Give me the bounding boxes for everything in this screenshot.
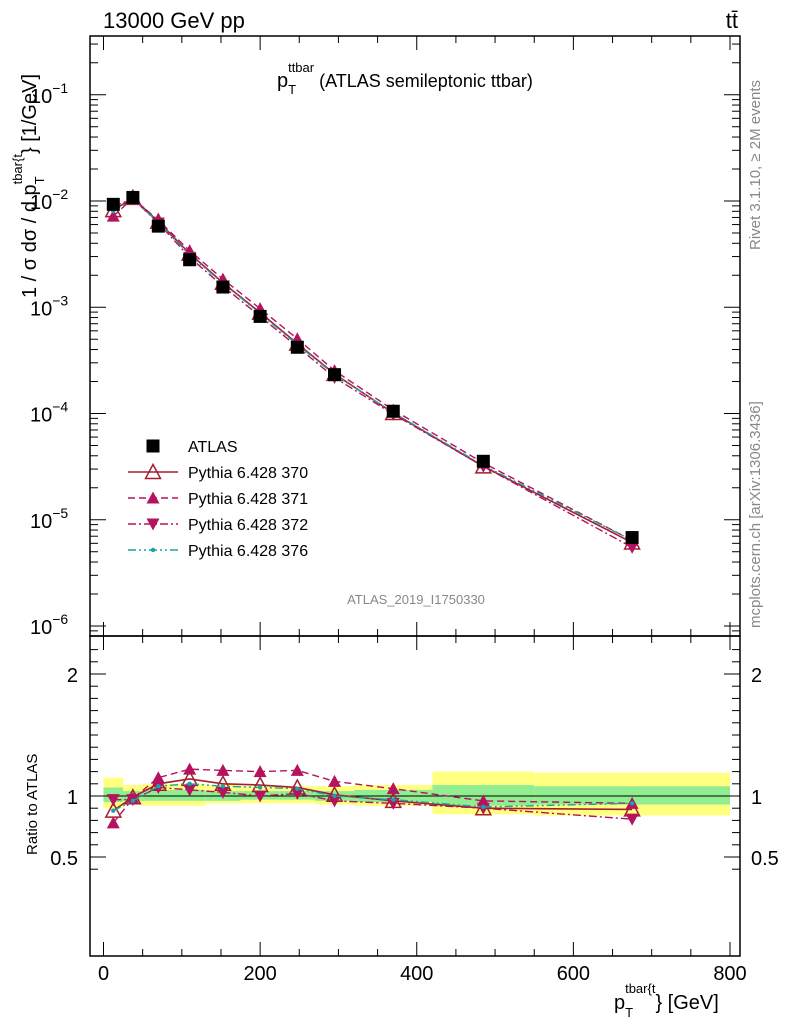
y-tick-label-main: 10−4 (30, 399, 68, 427)
atlas-data-point (386, 404, 400, 418)
y-axis-label-main-sub: T (32, 176, 47, 184)
ratio-series-point (156, 784, 161, 789)
y-tick-label-main: 10−3 (30, 292, 68, 320)
main-series-point (106, 209, 120, 222)
main-series-line (112, 197, 633, 541)
plot-title-base: p (277, 70, 288, 92)
legend-marker (144, 462, 162, 480)
ratio-tick-label-right: 2 (751, 665, 762, 687)
legend-label: ATLAS (188, 439, 238, 456)
ratio-series-point (111, 808, 116, 813)
x-axis-label-tail: } [GeV] (655, 992, 718, 1014)
series-group (104, 188, 641, 829)
ratio-tick-label-right: 0.5 (751, 848, 779, 870)
ratio-series-point (332, 793, 337, 799)
y-tick-label-main: 10−6 (30, 611, 68, 639)
x-axis-label-sup: tbar{t (625, 981, 656, 996)
x-axis-label-sub: T (625, 1005, 633, 1020)
legend-marker (150, 547, 156, 553)
ratio-series-point (187, 781, 192, 786)
y-tick-label-main: 10−5 (30, 505, 68, 533)
ratio-series-point (106, 794, 120, 807)
plot-title: pTttbar (ATLAS semileptonic ttbar) (277, 60, 533, 97)
ratio-series-point (257, 785, 263, 790)
ratio-series-point (253, 790, 267, 803)
y-axis-label-main: 1 / σ dσ / d pTtbar{t} [1/GeV] (10, 74, 47, 298)
atlas-data-point (625, 531, 639, 545)
legend-marker (146, 439, 160, 453)
legend-marker (146, 518, 160, 531)
axes-group (89, 35, 741, 957)
ratio-series-point (130, 798, 136, 804)
atlas-data-point (126, 190, 140, 204)
ratio-tick-label-left: 1 (67, 787, 78, 809)
ratio-series-point (629, 801, 635, 806)
analysis-watermark: ATLAS_2019_I1750330 (347, 592, 485, 607)
mcplots-label: mcplots.cern.ch [arXiv:1306.3436] (747, 401, 764, 628)
y-axis-label-main-base: 1 / σ dσ / d p (19, 184, 41, 298)
tick-labels: 0 200 400 600 800 10−1 10−2 10−3 10−4 10−5 10−6 0.5… (30, 80, 779, 985)
ratio-series-point (216, 763, 230, 776)
atlas-data-point (328, 368, 342, 382)
energy-label: 13000 GeV pp (103, 8, 245, 33)
x-tick-label: 200 (243, 963, 276, 985)
ratio-series-point (183, 784, 197, 797)
ratio-series-point (216, 786, 230, 799)
plot-title-sup: ttbar (288, 60, 315, 75)
ratio-series-point (253, 765, 267, 778)
ratio-series-point (386, 782, 400, 795)
x-tick-label: 600 (557, 963, 590, 985)
y-axis-label-ratio: Ratio to ATLAS (24, 754, 41, 855)
x-axis-label: pTtbar{t} [GeV] (614, 981, 719, 1020)
ratio-series-point (183, 762, 197, 775)
y-axis-label-main-sup: tbar{t (10, 154, 25, 185)
x-tick-label: 0 (98, 963, 109, 985)
x-axis-label-base: p (614, 992, 625, 1014)
atlas-data-point (290, 340, 304, 354)
rivet-label: Rivet 3.1.10, ≥ 2M events (747, 80, 764, 250)
ratio-series-point (106, 816, 120, 829)
atlas-data-point (253, 309, 267, 323)
x-tick-label: 800 (713, 963, 746, 985)
ratio-series-point (328, 795, 342, 808)
plot-title-sub: T (288, 82, 296, 97)
ratio-tick-label-left: 0.5 (50, 848, 78, 870)
legend: ATLAS Pythia 6.428 370 Pythia 6.428 371 Pyt… (128, 439, 308, 560)
ratio-tick-label-left: 2 (67, 665, 78, 687)
atlas-data-point (216, 280, 230, 294)
main-series-point (625, 541, 639, 554)
ratio-band-green (534, 786, 730, 805)
ratio-series-point (151, 771, 165, 784)
ratio-series-point (290, 788, 304, 801)
atlas-data-point (151, 219, 165, 233)
atlas-data-point (183, 253, 197, 267)
plot-title-rest: (ATLAS semileptonic ttbar) (314, 71, 533, 91)
ratio-series-line (112, 778, 633, 812)
y-tick-label-main: 10−2 (30, 186, 68, 214)
ratio-series-point (220, 784, 226, 789)
legend-marker (146, 491, 160, 504)
ratio-series-point (290, 763, 304, 776)
legend-label: Pythia 6.428 376 (188, 543, 308, 560)
atlas-data-point (106, 197, 120, 211)
legend-label: Pythia 6.428 372 (188, 517, 308, 534)
ratio-tick-label-right: 1 (751, 787, 762, 809)
y-tick-label-main: 10−1 (30, 80, 68, 108)
ratio-series-point (625, 813, 639, 826)
legend-label: Pythia 6.428 370 (188, 465, 308, 482)
y-axis-label-main-tail: } [1/GeV] (19, 74, 41, 154)
x-tick-label: 400 (400, 963, 433, 985)
ratio-series-point (386, 797, 400, 810)
ratio-band-green (142, 789, 174, 801)
ratio-series-point (481, 804, 486, 810)
legend-label: Pythia 6.428 371 (188, 491, 308, 508)
atlas-data-point (476, 454, 490, 468)
ratio-series-point (328, 774, 342, 787)
process-label: tt̄ (726, 8, 738, 33)
ratio-series-point (295, 786, 300, 791)
ratio-series-point (391, 797, 396, 802)
